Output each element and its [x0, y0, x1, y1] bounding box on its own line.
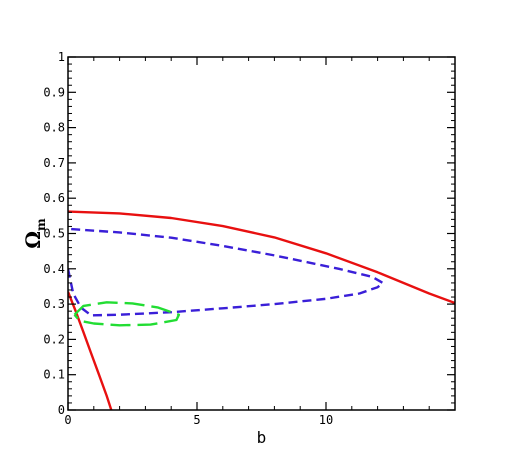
y-axis-label-sub: m — [34, 218, 48, 231]
y-tick-label: 0 — [58, 403, 65, 417]
y-tick-label: 0.9 — [43, 85, 65, 99]
y-tick-label: 0.6 — [43, 191, 65, 205]
series-longdash-curve-0 — [73, 301, 181, 327]
y-tick-label: 0.5 — [43, 227, 65, 241]
curves-layer — [68, 210, 455, 410]
ticks-layer: 0 5 10 0 0.1 0.2 0.3 0.4 0.5 0.6 0.7 0.8 0.9 1 — [43, 50, 456, 427]
y-tick-label: 0.7 — [43, 156, 65, 170]
y-tick-label: 0.8 — [43, 121, 65, 135]
x-axis-label: b — [257, 428, 267, 447]
y-axis-label: Ωm — [21, 218, 48, 249]
y-tick-label: 0.4 — [43, 262, 65, 276]
y-tick-label: 0.2 — [43, 332, 65, 346]
x-tick-label: 5 — [193, 413, 200, 427]
series-solid-curve-1 — [68, 291, 113, 410]
x-tick-label: 0 — [64, 413, 71, 427]
y-axis-label-main: Ω — [21, 231, 45, 249]
series-solid-curve-0 — [68, 210, 455, 305]
x-tick-label: 10 — [319, 413, 333, 427]
series-dashed-curve-0 — [68, 227, 384, 317]
y-tick-label: 0.1 — [43, 368, 65, 382]
y-tick-label: 0.3 — [43, 297, 65, 311]
y-tick-label: 1 — [58, 50, 65, 64]
